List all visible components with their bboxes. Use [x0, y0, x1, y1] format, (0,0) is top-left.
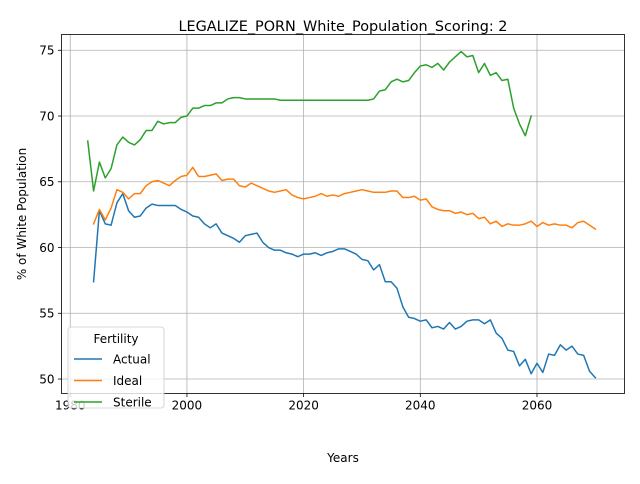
legend-label-ideal: Ideal [113, 374, 142, 388]
legend-label-sterile: Sterile [113, 395, 152, 409]
x-tick-label: 2000 [172, 399, 203, 413]
x-axis-label: Years [326, 451, 359, 465]
y-tick-label: 55 [39, 307, 54, 321]
x-tick-label: 2040 [405, 399, 436, 413]
series-group [86, 50, 597, 379]
y-tick-label: 65 [39, 175, 54, 189]
legend-box [67, 326, 165, 409]
y-tick-label: 75 [39, 44, 54, 58]
series-line-actual [92, 192, 597, 379]
y-tick-label: 50 [39, 372, 54, 386]
legend-title: Fertility [93, 332, 138, 346]
legend: Fertility Actual Ideal Sterile [67, 326, 165, 409]
x-tick-label: 2060 [522, 399, 553, 413]
legend-label-actual: Actual [113, 352, 151, 366]
series-line-sterile [86, 50, 533, 192]
chart-title: LEGALIZE_PORN_White_Population_Scoring: … [179, 19, 508, 35]
y-axis-label: % of White Population [15, 148, 29, 280]
series-line-ideal [92, 166, 597, 231]
y-tick-label: 70 [39, 109, 54, 123]
axis-ticks: 19802000202020402060505560657075 [39, 44, 552, 413]
y-tick-label: 60 [39, 241, 54, 255]
plot-area-frame [61, 34, 625, 394]
x-tick-label: 2020 [288, 399, 319, 413]
